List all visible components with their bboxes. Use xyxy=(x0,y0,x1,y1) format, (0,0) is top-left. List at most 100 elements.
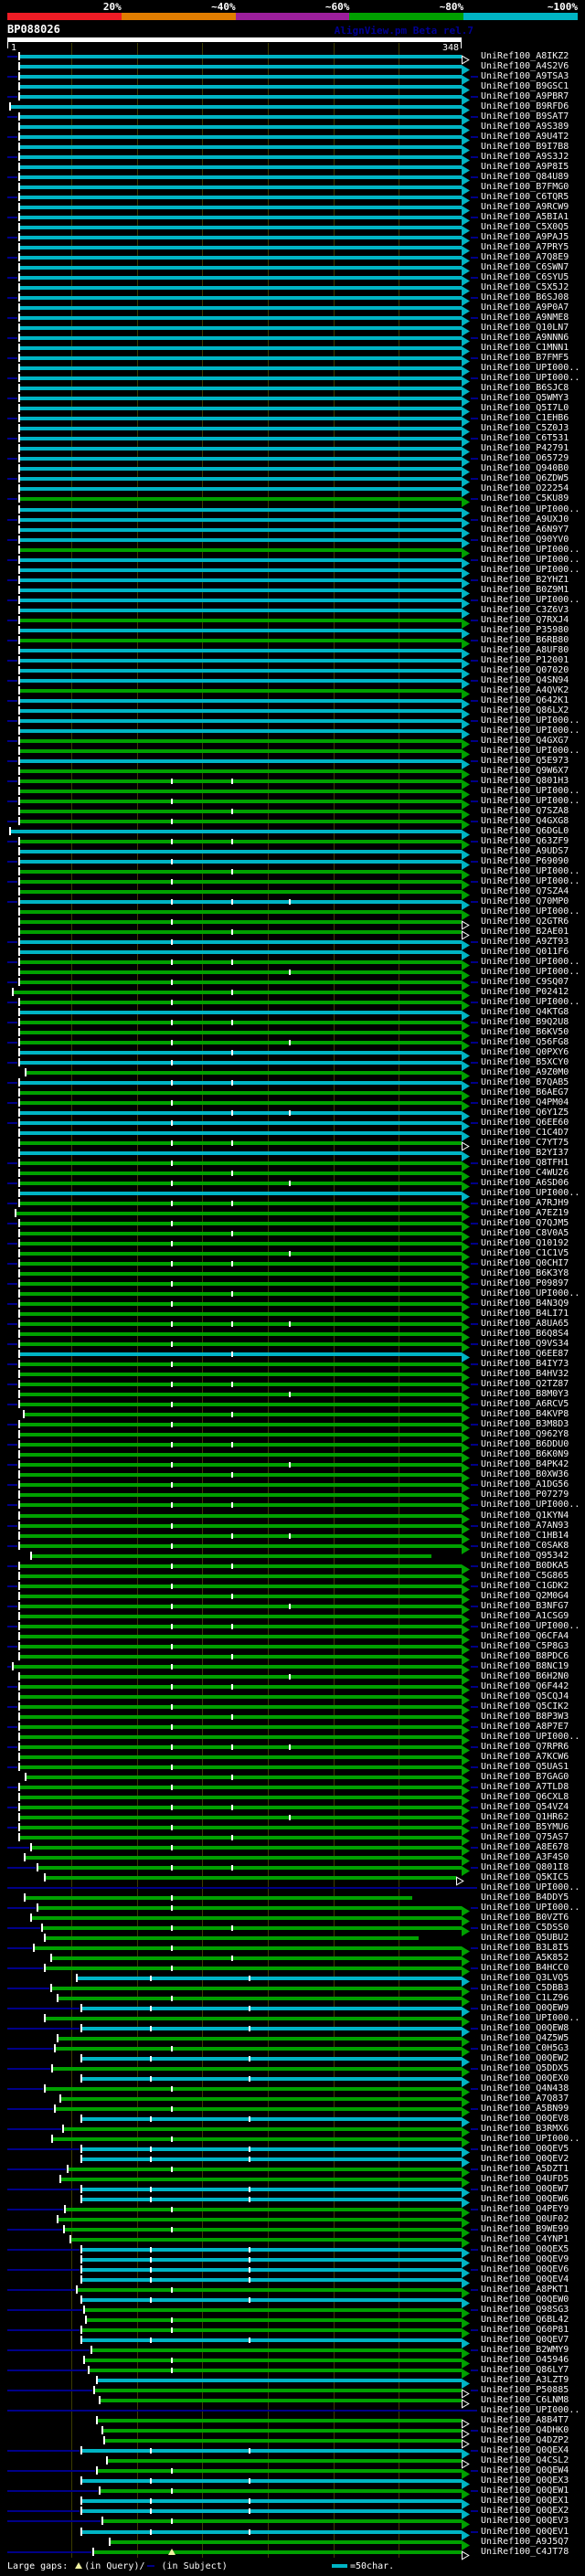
alignment-bar[interactable] xyxy=(20,849,462,853)
subject-label[interactable]: UniRef100_P69090 xyxy=(481,855,569,866)
subject-label[interactable]: UniRef100_B9SAT7 xyxy=(481,111,569,122)
alignment-bar[interactable] xyxy=(20,1342,462,1347)
subject-label[interactable]: UniRef100_Q0QEV2 xyxy=(481,2154,569,2165)
subject-label[interactable]: UniRef100_C0H5G3 xyxy=(481,2043,569,2053)
subject-label[interactable]: UniRef100_A8P7E7 xyxy=(481,1721,569,1732)
subject-label[interactable]: UniRef100_Q90YV0 xyxy=(481,534,569,545)
alignment-bar[interactable] xyxy=(20,286,462,291)
subject-label[interactable]: UniRef100_A9S3J2 xyxy=(481,152,569,163)
subject-label[interactable]: UniRef100_Q98SG3 xyxy=(481,2305,569,2316)
alignment-bar[interactable] xyxy=(20,537,462,542)
alignment-bar[interactable] xyxy=(20,1624,462,1628)
alignment-bar[interactable] xyxy=(78,1976,462,1980)
alignment-bar[interactable] xyxy=(20,1634,462,1638)
alignment-bar[interactable] xyxy=(20,1252,462,1256)
subject-label[interactable]: UniRef100_UPI000.. xyxy=(481,1288,580,1299)
subject-label[interactable]: UniRef100_B4PK42 xyxy=(481,1459,569,1470)
subject-label[interactable]: UniRef100_Q0QEV6 xyxy=(481,2264,569,2275)
alignment-bar[interactable] xyxy=(20,1091,462,1095)
subject-label[interactable]: UniRef100_B3L8I5 xyxy=(481,1942,569,1953)
subject-label[interactable]: UniRef100_A5BN99 xyxy=(481,2104,569,2114)
alignment-bar[interactable] xyxy=(20,196,462,200)
alignment-bar[interactable] xyxy=(81,2328,462,2333)
alignment-bar[interactable] xyxy=(20,296,462,301)
subject-label[interactable]: UniRef100_A8PKT1 xyxy=(481,2284,569,2295)
subject-label[interactable]: UniRef100_Q6CXL8 xyxy=(481,1791,569,1802)
alignment-bar[interactable] xyxy=(20,1503,462,1508)
subject-label[interactable]: UniRef100_B6SJC8 xyxy=(481,383,569,394)
alignment-bar[interactable] xyxy=(20,959,462,964)
subject-label[interactable]: UniRef100_UPI000.. xyxy=(481,875,580,886)
alignment-bar[interactable] xyxy=(20,598,462,602)
subject-label[interactable]: UniRef100_Q1HR62 xyxy=(481,1811,569,1822)
subject-label[interactable]: UniRef100_C0SAK8 xyxy=(481,1540,569,1551)
alignment-bar[interactable] xyxy=(45,1966,462,1970)
alignment-bar[interactable] xyxy=(81,2479,462,2484)
subject-label[interactable]: UniRef100_Q0QEV4 xyxy=(481,2274,569,2285)
alignment-bar[interactable] xyxy=(20,638,462,642)
subject-label[interactable]: UniRef100_B0VZT6 xyxy=(481,1912,569,1923)
subject-label[interactable]: UniRef100_Q4PM04 xyxy=(481,1097,569,1108)
alignment-bar[interactable] xyxy=(20,336,462,341)
subject-label[interactable]: UniRef100_Q2GTR6 xyxy=(481,916,569,927)
subject-label[interactable]: UniRef100_Q0QEX2 xyxy=(481,2506,569,2517)
subject-label[interactable]: UniRef100_A9NME8 xyxy=(481,313,569,323)
subject-label[interactable]: UniRef100_B3M8D3 xyxy=(481,1419,569,1430)
subject-label[interactable]: UniRef100_Q642K1 xyxy=(481,694,569,705)
subject-label[interactable]: UniRef100_Q70MP0 xyxy=(481,896,569,906)
alignment-bar[interactable] xyxy=(105,2439,462,2443)
alignment-bar[interactable] xyxy=(20,457,462,461)
subject-label[interactable]: UniRef100_Q4KTG8 xyxy=(481,1007,569,1017)
alignment-bar[interactable] xyxy=(20,427,462,431)
subject-label[interactable]: UniRef100_B6K3Y8 xyxy=(481,1268,569,1279)
alignment-bar[interactable] xyxy=(20,1121,462,1126)
alignment-bar[interactable] xyxy=(20,1182,462,1186)
subject-label[interactable]: UniRef100_UPI000.. xyxy=(481,996,580,1007)
alignment-bar[interactable] xyxy=(20,497,462,502)
subject-label[interactable]: UniRef100_Q5E973 xyxy=(481,755,569,766)
alignment-bar[interactable] xyxy=(20,1222,462,1226)
alignment-bar[interactable] xyxy=(20,1564,462,1568)
alignment-bar[interactable] xyxy=(27,1775,462,1779)
subject-label[interactable]: UniRef100_Q86LX2 xyxy=(481,705,569,716)
alignment-bar[interactable] xyxy=(20,1433,462,1437)
subject-label[interactable]: UniRef100_Q6CFA4 xyxy=(481,1630,569,1641)
subject-label[interactable]: UniRef100_Q0PXY6 xyxy=(481,1047,569,1057)
alignment-bar[interactable] xyxy=(20,246,462,250)
alignment-bar[interactable] xyxy=(81,2268,462,2273)
subject-label[interactable]: UniRef100_A7KCW6 xyxy=(481,1751,569,1762)
alignment-bar[interactable] xyxy=(81,2057,462,2061)
subject-label[interactable]: UniRef100_Q6F442 xyxy=(481,1680,569,1691)
alignment-bar[interactable] xyxy=(20,1674,462,1679)
alignment-bar[interactable] xyxy=(55,2107,462,2111)
alignment-bar[interactable] xyxy=(97,2379,462,2383)
subject-label[interactable]: UniRef100_Q5WMY3 xyxy=(481,393,569,404)
alignment-bar[interactable] xyxy=(20,980,462,984)
alignment-bar[interactable] xyxy=(20,55,462,58)
subject-label[interactable]: UniRef100_Q5KIC5 xyxy=(481,1871,569,1882)
subject-label[interactable]: UniRef100_C1HB14 xyxy=(481,1530,569,1541)
subject-label[interactable]: UniRef100_Q10192 xyxy=(481,1238,569,1249)
subject-label[interactable]: UniRef100_A8IKZ2 xyxy=(481,51,569,61)
subject-label[interactable]: UniRef100_A9UXJ0 xyxy=(481,514,569,525)
subject-label[interactable]: UniRef100_Q8TFH1 xyxy=(481,1158,569,1169)
subject-label[interactable]: UniRef100_B9Q2U8 xyxy=(481,1017,569,1027)
alignment-bar[interactable] xyxy=(20,628,462,632)
alignment-bar[interactable] xyxy=(20,799,462,803)
alignment-bar[interactable] xyxy=(20,1825,462,1829)
alignment-bar[interactable] xyxy=(20,527,462,532)
alignment-bar[interactable] xyxy=(58,1996,462,2000)
subject-label[interactable]: UniRef100_B6Q8S4 xyxy=(481,1329,569,1340)
alignment-bar[interactable] xyxy=(94,2389,462,2393)
subject-label[interactable]: UniRef100_P42791 xyxy=(481,443,569,454)
alignment-bar[interactable] xyxy=(20,467,462,472)
alignment-bar[interactable] xyxy=(81,2077,462,2081)
subject-label[interactable]: UniRef100_A4S2V6 xyxy=(481,61,569,71)
subject-label[interactable]: UniRef100_A7Q837 xyxy=(481,2094,569,2104)
alignment-bar[interactable] xyxy=(11,105,462,109)
subject-label[interactable]: UniRef100_C6TQR5 xyxy=(481,192,569,203)
subject-label[interactable]: UniRef100_UPI000.. xyxy=(481,544,580,555)
alignment-bar[interactable] xyxy=(20,1131,462,1136)
subject-label[interactable]: UniRef100_A1CSG9 xyxy=(481,1610,569,1621)
alignment-bar[interactable] xyxy=(20,1734,462,1739)
